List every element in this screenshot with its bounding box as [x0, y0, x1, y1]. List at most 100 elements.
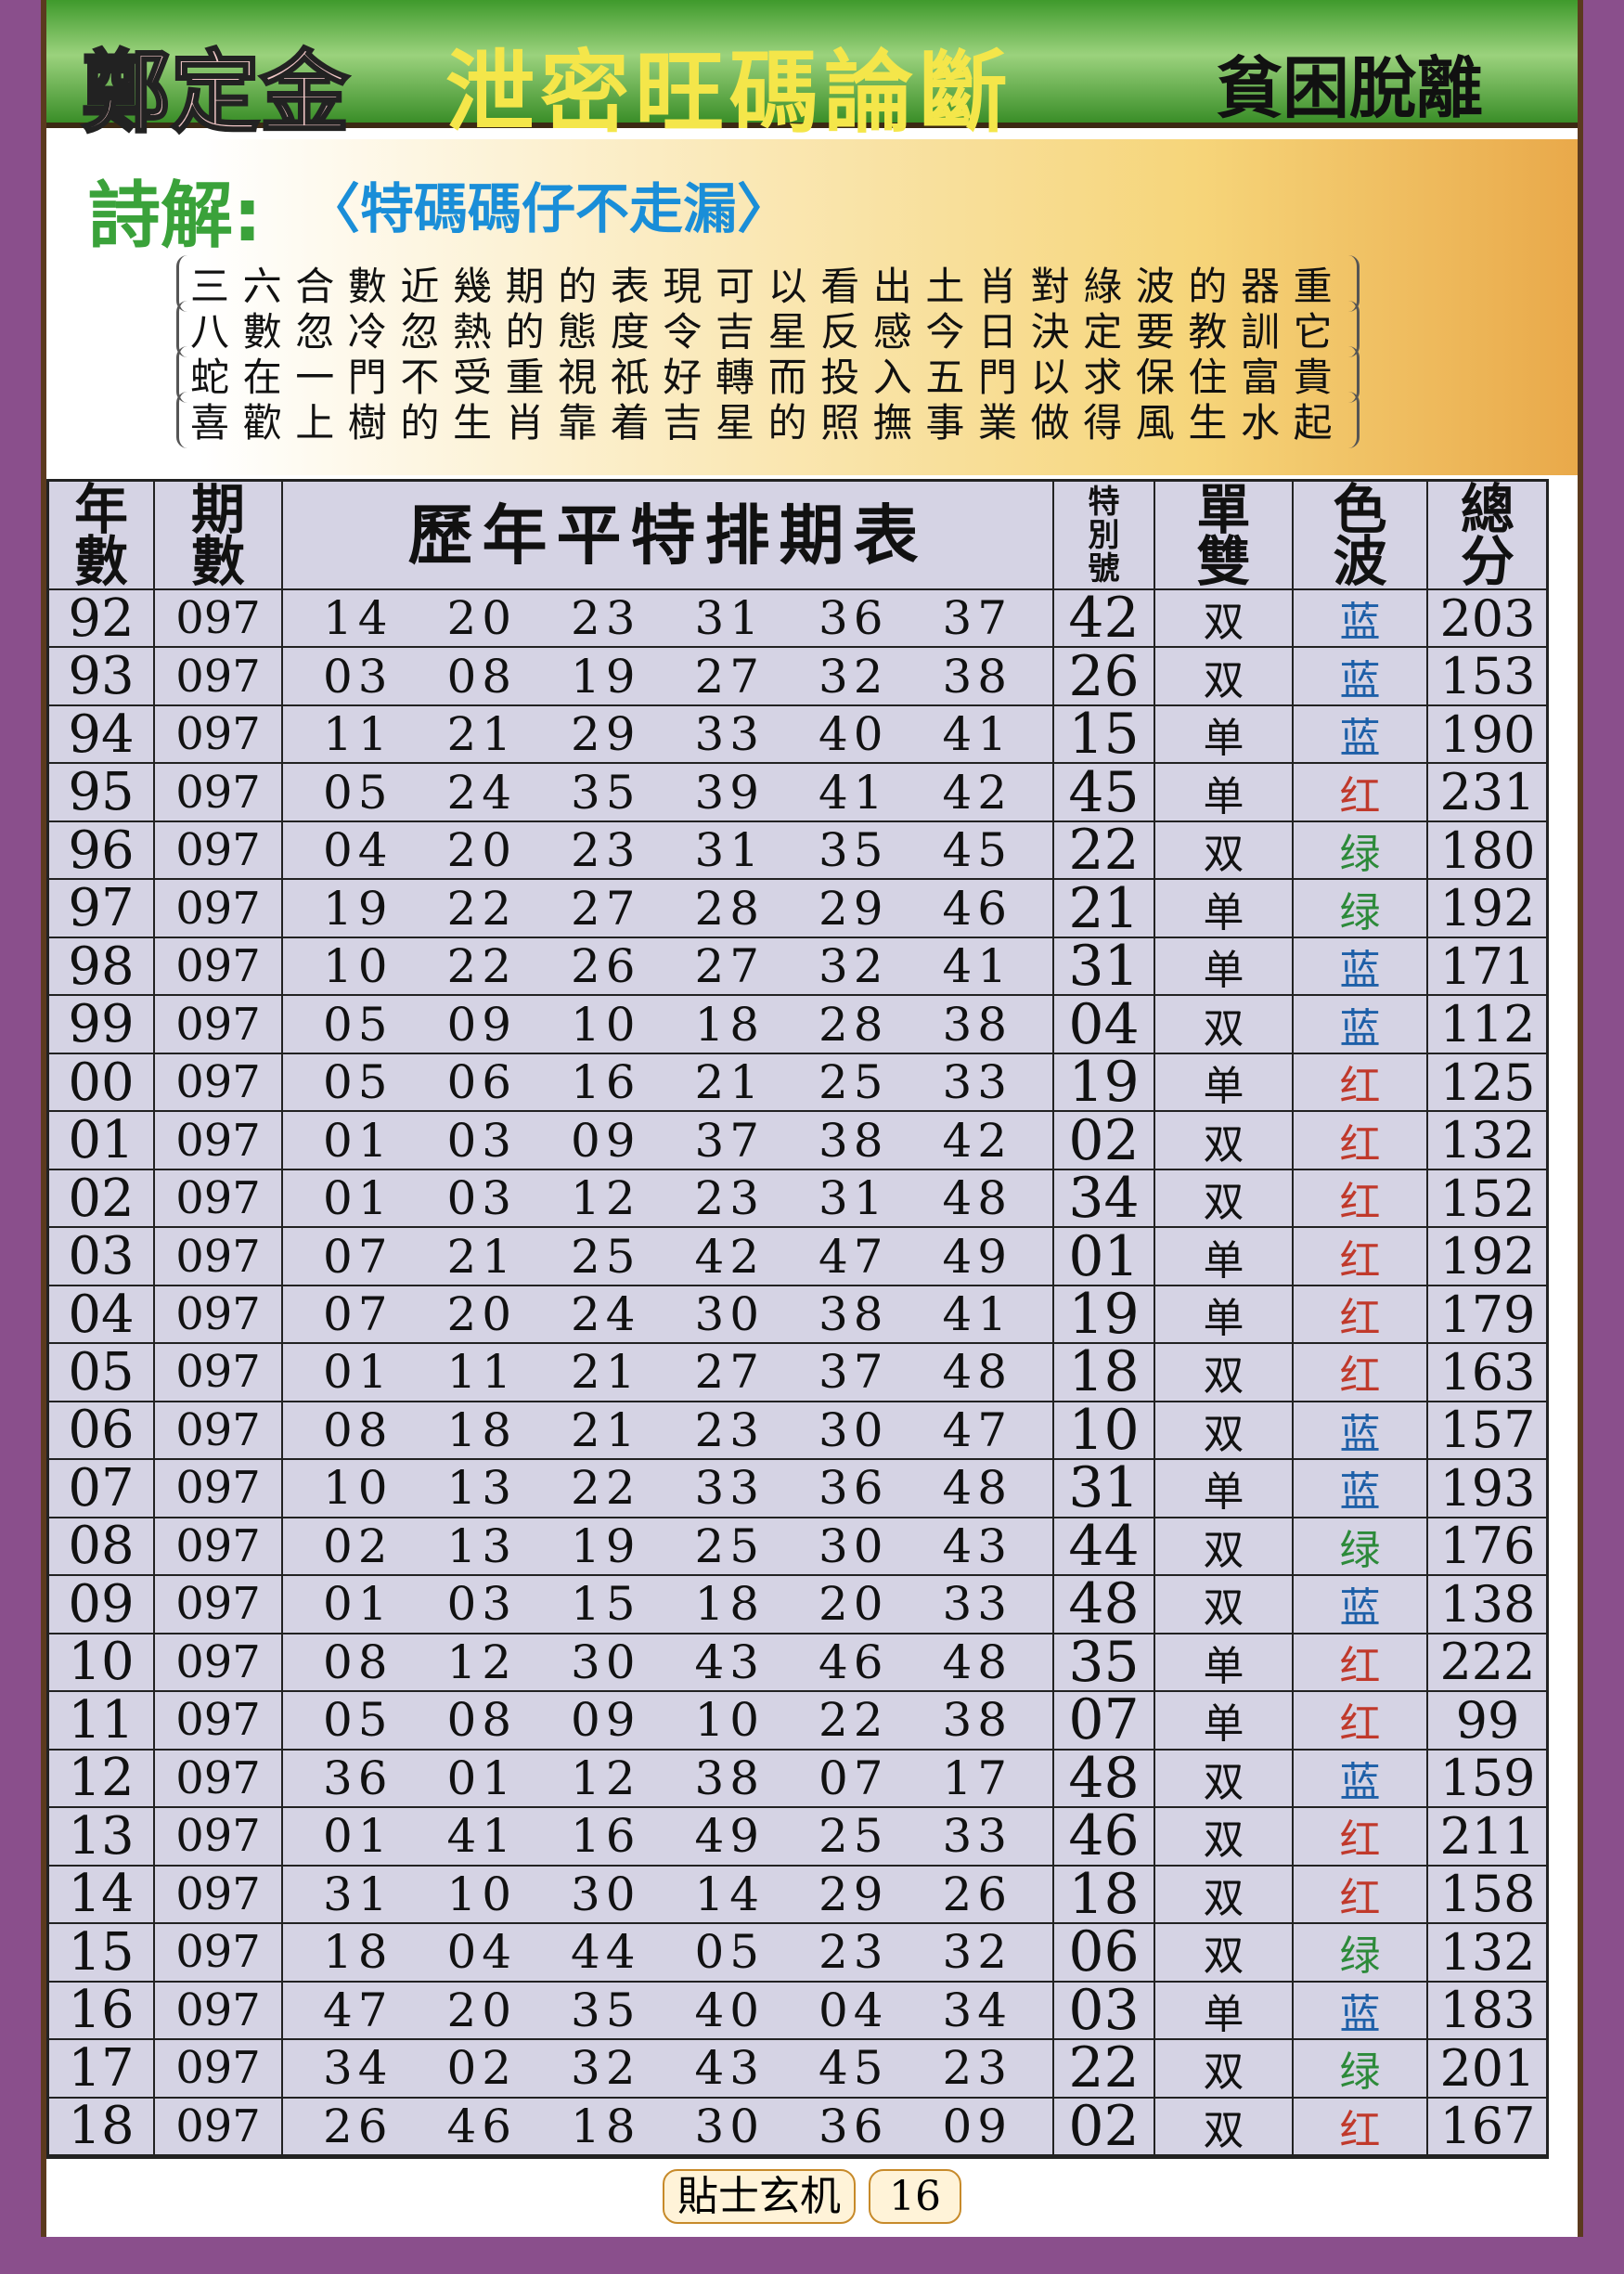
poem: 詩解: 〈特碼碼仔不走漏〉 三六合數近幾期的表現可以看出土肖對綠波的器重 八數忽冷… — [46, 139, 1578, 475]
number: 07 — [322, 1229, 393, 1284]
number: 23 — [570, 591, 641, 646]
number: 10 — [570, 997, 641, 1052]
number: 47 — [942, 1402, 1013, 1457]
number: 38 — [942, 649, 1013, 704]
number: 41 — [942, 1287, 1013, 1341]
number: 18 — [570, 2099, 641, 2153]
number: 32 — [942, 1925, 1013, 1980]
parity: 双 — [1155, 590, 1294, 649]
number: 05 — [322, 997, 393, 1052]
number: 05 — [322, 1055, 393, 1110]
color-wave: 红 — [1294, 1634, 1428, 1693]
draw-numbers: 01 03 12 23 31 48 — [283, 1169, 1054, 1229]
color-wave: 红 — [1294, 1866, 1428, 1925]
period: 097 — [155, 1518, 283, 1577]
number: 23 — [942, 2041, 1013, 2096]
number: 22 — [446, 939, 518, 994]
year: 10 — [49, 1632, 155, 1692]
color-wave: 红 — [1294, 1692, 1428, 1751]
number: 38 — [942, 997, 1013, 1052]
number: 22 — [570, 1461, 641, 1516]
number: 08 — [322, 1402, 393, 1457]
number: 21 — [446, 1229, 518, 1284]
special-number: 21 — [1054, 876, 1155, 941]
number: 29 — [818, 881, 889, 936]
total: 125 — [1428, 1053, 1549, 1113]
number: 46 — [818, 1634, 889, 1689]
year: 18 — [49, 2096, 155, 2156]
year: 14 — [49, 1864, 155, 1924]
year: 01 — [49, 1110, 155, 1170]
number: 44 — [570, 1925, 641, 1980]
parity: 双 — [1155, 1112, 1294, 1170]
number: 43 — [694, 2041, 766, 2096]
number: 16 — [570, 1055, 641, 1110]
parity: 单 — [1155, 1982, 1294, 2041]
period: 097 — [155, 1112, 283, 1170]
number: 47 — [818, 1229, 889, 1284]
number: 47 — [322, 1983, 393, 2037]
color-wave: 红 — [1294, 1053, 1428, 1113]
number: 01 — [322, 1171, 393, 1226]
period: 097 — [155, 1634, 283, 1693]
number: 41 — [942, 707, 1013, 762]
period: 097 — [155, 1692, 283, 1751]
draw-numbers: 31 10 30 14 29 26 — [283, 1866, 1054, 1925]
number: 03 — [446, 1171, 518, 1226]
poem-line: 蛇在一門不受重視祇好轉而投入五門以求保住富貴 — [176, 346, 1360, 403]
number: 10 — [446, 1867, 518, 1921]
number: 40 — [818, 707, 889, 762]
year: 94 — [49, 704, 155, 765]
total: 211 — [1428, 1807, 1549, 1867]
total: 192 — [1428, 879, 1549, 938]
year: 08 — [49, 1516, 155, 1576]
number: 42 — [694, 1229, 766, 1284]
number: 01 — [322, 1809, 393, 1864]
parity: 单 — [1155, 1228, 1294, 1286]
special-number: 48 — [1054, 1746, 1155, 1811]
color-wave: 红 — [1294, 2098, 1428, 2156]
total: 158 — [1428, 1865, 1549, 1925]
number: 43 — [942, 1518, 1013, 1573]
column-header: 總分 — [1428, 482, 1549, 590]
draw-numbers: 03 08 19 27 32 38 — [283, 648, 1054, 706]
special-number: 45 — [1054, 760, 1155, 825]
number: 41 — [446, 1809, 518, 1864]
number: 36 — [818, 2099, 889, 2153]
year: 97 — [49, 878, 155, 938]
period: 097 — [155, 1053, 283, 1113]
number: 37 — [694, 1113, 766, 1168]
number: 28 — [694, 881, 766, 936]
parity: 双 — [1155, 1750, 1294, 1809]
period: 097 — [155, 2040, 283, 2099]
color-wave: 绿 — [1294, 2040, 1428, 2099]
draw-numbers: 08 12 30 43 46 48 — [283, 1634, 1054, 1693]
color-wave: 红 — [1294, 764, 1428, 822]
number: 07 — [818, 1751, 889, 1805]
year: 04 — [49, 1285, 155, 1345]
number: 16 — [570, 1809, 641, 1864]
period: 097 — [155, 764, 283, 822]
number: 28 — [818, 997, 889, 1052]
period: 097 — [155, 996, 283, 1054]
draw-numbers: 01 03 15 18 20 33 — [283, 1576, 1054, 1634]
year: 93 — [49, 646, 155, 706]
number: 32 — [818, 649, 889, 704]
number: 31 — [694, 823, 766, 878]
total: 179 — [1428, 1286, 1549, 1345]
poem-line: 三六合數近幾期的表現可以看出土肖對綠波的器重 — [176, 255, 1360, 312]
color-wave: 蓝 — [1294, 648, 1428, 706]
number: 13 — [446, 1518, 518, 1573]
number: 48 — [942, 1345, 1013, 1400]
number: 01 — [446, 1751, 518, 1805]
number: 25 — [694, 1518, 766, 1573]
special-number: 31 — [1054, 934, 1155, 999]
parity: 单 — [1155, 1053, 1294, 1113]
color-wave: 绿 — [1294, 821, 1428, 881]
number: 21 — [446, 707, 518, 762]
number: 09 — [942, 2099, 1013, 2153]
parity: 双 — [1155, 1866, 1294, 1925]
parity: 双 — [1155, 821, 1294, 881]
special-number: 35 — [1054, 1630, 1155, 1695]
draw-numbers: 07 21 25 42 47 49 — [283, 1228, 1054, 1286]
